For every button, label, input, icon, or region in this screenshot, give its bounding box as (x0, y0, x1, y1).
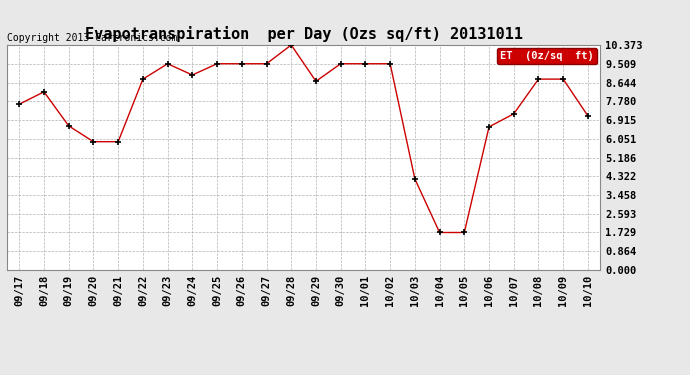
Legend: ET  (0z/sq  ft): ET (0z/sq ft) (497, 48, 597, 64)
Title: Evapotranspiration  per Day (Ozs sq/ft) 20131011: Evapotranspiration per Day (Ozs sq/ft) 2… (85, 27, 522, 42)
Text: Copyright 2013 Cartronics.com: Copyright 2013 Cartronics.com (7, 33, 177, 43)
